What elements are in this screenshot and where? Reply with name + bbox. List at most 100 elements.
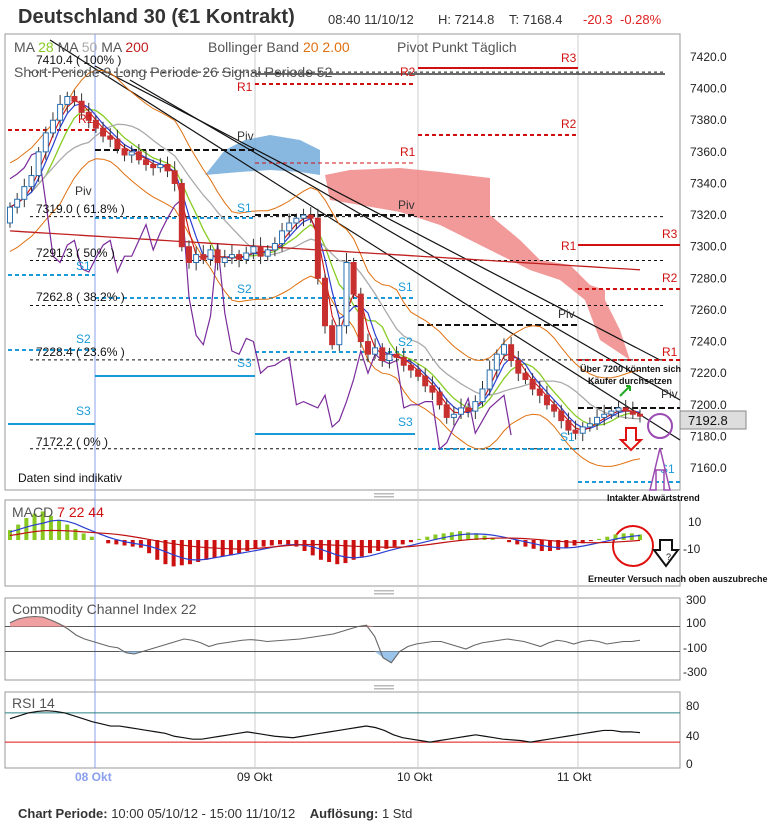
x-tick-label: 08 Okt — [75, 770, 112, 784]
svg-text:Piv: Piv — [398, 198, 415, 212]
cci-axis: 300 100 -100 -300 — [683, 593, 707, 679]
svg-text:MACD 7 22 44: MACD 7 22 44 — [12, 504, 104, 520]
candle — [372, 347, 379, 355]
rsi-legend: RSI 14 — [12, 695, 55, 711]
macd-bar — [466, 532, 471, 540]
macd-bar — [638, 534, 642, 540]
candle — [629, 410, 636, 415]
qmark: ? — [666, 552, 671, 562]
candle — [92, 119, 99, 129]
candle — [293, 217, 300, 224]
y-tick-label: 7260.0 — [690, 303, 727, 317]
svg-text:0: 0 — [686, 757, 693, 771]
fib-label: 7262.8 ( 38.2% ) — [36, 290, 125, 304]
candle — [436, 391, 443, 406]
candle — [465, 407, 472, 412]
candle — [250, 246, 257, 254]
candle — [400, 356, 407, 366]
indicator-legend: MA 28 MA 50 MA 200 Bollinger Band 20 2.0… — [14, 39, 517, 80]
candle — [500, 344, 507, 355]
x-axis-labels: 08 Okt 09 Okt 10 Okt 11 Okt — [75, 770, 592, 784]
candle — [493, 353, 500, 371]
candle — [479, 388, 486, 403]
candle — [407, 364, 414, 371]
macd-bar — [605, 536, 610, 540]
candle — [515, 360, 522, 374]
svg-text:R1: R1 — [400, 145, 416, 159]
candle — [386, 353, 393, 362]
macd-bar — [392, 540, 397, 547]
pane-splitter[interactable] — [374, 493, 394, 690]
svg-text:MA 28 MA 50 MA 200: MA 28 MA 50 MA 200 — [14, 39, 149, 55]
cci-line — [9, 615, 641, 664]
svg-text:R1: R1 — [78, 112, 94, 126]
svg-text:S2: S2 — [237, 282, 252, 296]
svg-text:R2: R2 — [400, 65, 416, 79]
macd-bar — [441, 533, 446, 540]
y-axis-ticks: 7420.0 7400.0 7380.0 7360.0 7340.0 7320.0 7300… — [690, 50, 727, 475]
svg-text:Erneuter Versuch nach oben aus: Erneuter Versuch nach oben auszubrechen? — [588, 574, 768, 584]
candle — [286, 222, 293, 232]
macd-bar — [286, 540, 291, 545]
svg-text:S1: S1 — [237, 201, 252, 215]
candle — [114, 138, 121, 150]
candle — [586, 423, 593, 428]
svg-text:S1: S1 — [560, 430, 575, 444]
y-tick-label: 7300.0 — [690, 240, 727, 254]
candle — [543, 394, 550, 406]
candle — [443, 404, 450, 418]
instrument-title: Deutschland 30 (€1 Kontrakt) — [18, 6, 295, 28]
macd-bar — [171, 540, 176, 567]
macd-bar — [73, 529, 78, 540]
y-tick-label: 7180.0 — [690, 429, 727, 443]
candle — [522, 372, 529, 380]
svg-text:R1: R1 — [662, 345, 678, 359]
candle — [107, 135, 114, 140]
macd-bar — [408, 540, 413, 543]
y-tick-label: 7280.0 — [690, 271, 727, 285]
fib-label: 7228.4 ( 23.6% ) — [36, 345, 125, 359]
macd-signal-line — [9, 529, 641, 550]
candle — [264, 249, 271, 257]
svg-text:Intakter Abwärtstrend: Intakter Abwärtstrend — [607, 493, 700, 503]
macd-bar — [253, 540, 258, 549]
candle — [622, 407, 629, 412]
candle — [450, 413, 457, 418]
candle — [637, 413, 643, 417]
svg-text:Piv: Piv — [75, 184, 92, 198]
svg-text:10: 10 — [688, 515, 702, 529]
macd-bar — [556, 540, 561, 550]
candle — [128, 151, 135, 156]
chart-notes: Über 7200 könnten sich Käufer durchsetze… — [580, 364, 768, 584]
macd-bar — [237, 540, 242, 554]
candle — [536, 388, 543, 396]
candle — [486, 369, 493, 390]
macd-bar — [81, 533, 86, 540]
svg-text:R1: R1 — [561, 239, 577, 253]
candle — [472, 401, 479, 412]
candle — [228, 254, 235, 259]
rsi-pane — [5, 710, 680, 743]
low-value: T: 7168.4 — [509, 12, 563, 27]
svg-text:S2: S2 — [76, 332, 91, 346]
candle — [78, 100, 85, 113]
svg-text:S3: S3 — [237, 356, 252, 370]
macd-bar — [482, 535, 487, 540]
candle — [49, 119, 56, 134]
macd-bar — [65, 524, 70, 540]
svg-text:-100: -100 — [683, 641, 707, 655]
candles — [7, 90, 643, 442]
macd-bar — [564, 540, 569, 548]
macd-bar — [359, 540, 364, 557]
main-plot-frame — [4, 33, 681, 491]
candle — [422, 375, 429, 387]
candle — [14, 198, 21, 208]
macd-bar — [40, 511, 45, 540]
candle — [357, 293, 364, 343]
candle — [336, 325, 343, 346]
candle — [121, 148, 128, 156]
candle — [551, 404, 558, 412]
svg-text:R1: R1 — [237, 80, 253, 94]
y-tick-label: 7360.0 — [690, 145, 727, 159]
